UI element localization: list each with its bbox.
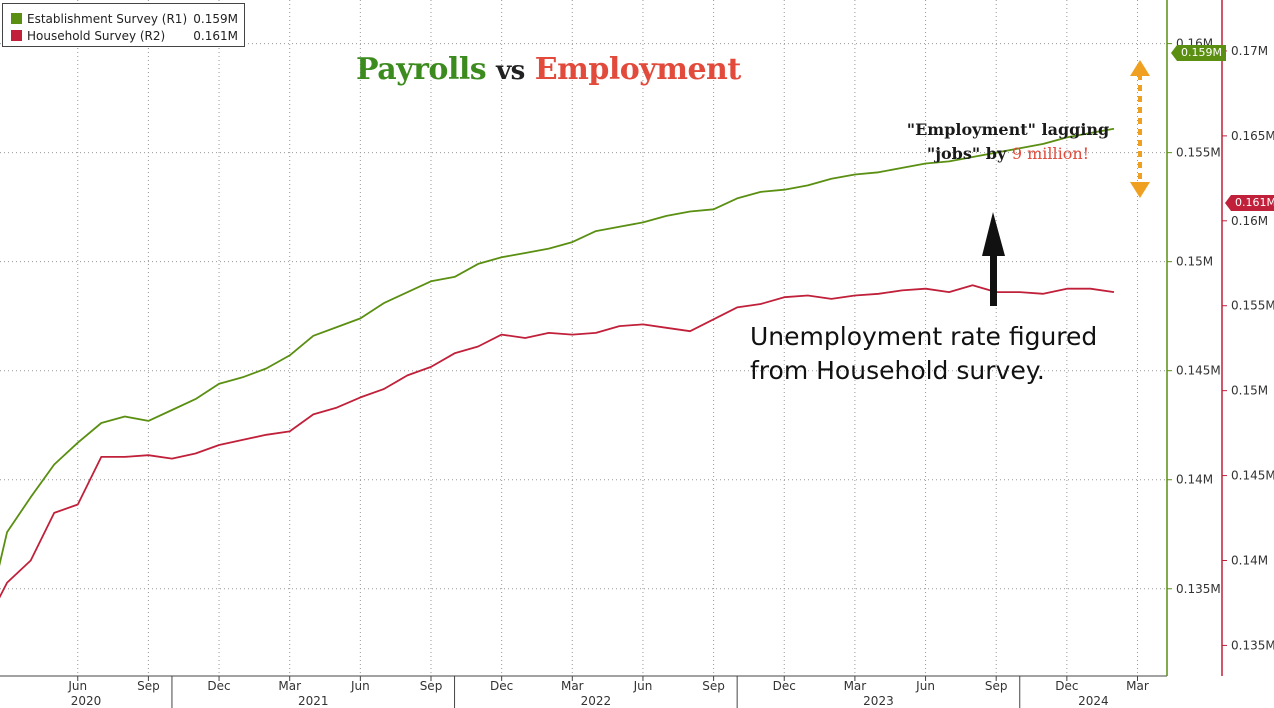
last-value-tag-r1: 0.159M bbox=[1171, 45, 1226, 61]
x-tick-label: Sep bbox=[985, 679, 1008, 693]
x-tick-label: Jun bbox=[915, 679, 935, 693]
x-tick-label: Dec bbox=[490, 679, 513, 693]
y-r2-tick-label: 0.145M bbox=[1231, 469, 1274, 483]
annotation-arrows bbox=[982, 60, 1150, 306]
y-r1-tick-label: 0.135M bbox=[1176, 582, 1221, 596]
x-tick-label: Sep bbox=[702, 679, 725, 693]
y-r1-tick-label: 0.155M bbox=[1176, 146, 1221, 160]
gap-arrow-down-head bbox=[1130, 182, 1150, 198]
gap-callout: "Employment" lagging "jobs" by 9 million… bbox=[892, 118, 1124, 166]
legend-swatch-red bbox=[11, 30, 22, 41]
x-tick-label: Jun bbox=[350, 679, 370, 693]
x-tick-label: Dec bbox=[773, 679, 796, 693]
title-vs: vs bbox=[496, 56, 525, 86]
x-tick-label: Jun bbox=[67, 679, 87, 693]
y-r1-tick-label: 0.145M bbox=[1176, 364, 1221, 378]
legend: Establishment Survey (R1) 0.159M Househo… bbox=[2, 3, 245, 47]
y-r1-tick-label: 0.15M bbox=[1176, 255, 1213, 269]
year-label: 2020 bbox=[71, 694, 102, 708]
y-r2-tick-label: 0.14M bbox=[1231, 554, 1268, 568]
year-label: 2024 bbox=[1078, 694, 1109, 708]
legend-label: Household Survey (R2) bbox=[27, 28, 166, 43]
x-tick-label: Mar bbox=[844, 679, 867, 693]
y-r2-tick-label: 0.16M bbox=[1231, 214, 1268, 228]
callout-highlight: 9 million! bbox=[1011, 144, 1090, 163]
x-tick-label: Dec bbox=[1055, 679, 1078, 693]
y-r2-tick-label: 0.15M bbox=[1231, 384, 1268, 398]
note-line-2: from Household survey. bbox=[750, 356, 1045, 385]
x-tick-label: Mar bbox=[1126, 679, 1149, 693]
callout-prefix: "jobs" by bbox=[926, 144, 1012, 163]
x-tick-label: Dec bbox=[207, 679, 230, 693]
x-tick-label: Sep bbox=[137, 679, 160, 693]
last-value-tag-r2: 0.161M bbox=[1225, 195, 1274, 211]
year-label: 2021 bbox=[298, 694, 329, 708]
x-tick-label: Sep bbox=[420, 679, 443, 693]
note-line-1: Unemployment rate figured bbox=[750, 322, 1098, 351]
legend-item-household: Household Survey (R2) 0.161M bbox=[11, 27, 238, 44]
black-arrow-head bbox=[982, 212, 1005, 256]
legend-item-establishment: Establishment Survey (R1) 0.159M bbox=[11, 10, 238, 27]
gap-arrow-up-head bbox=[1130, 60, 1150, 76]
legend-value: 0.159M bbox=[193, 11, 238, 26]
legend-value: 0.161M bbox=[193, 28, 238, 43]
y-r2-tick-label: 0.135M bbox=[1231, 638, 1274, 652]
chart-title: Payrolls vs Employment bbox=[356, 52, 741, 87]
legend-swatch-green bbox=[11, 13, 22, 24]
series-line-establishment bbox=[0, 127, 1115, 567]
grid bbox=[0, 0, 1167, 676]
year-label: 2023 bbox=[863, 694, 894, 708]
series-lines bbox=[0, 127, 1115, 599]
legend-label: Establishment Survey (R1) bbox=[27, 11, 188, 26]
year-label: 2022 bbox=[581, 694, 612, 708]
x-tick-label: Mar bbox=[561, 679, 584, 693]
x-tick-label: Jun bbox=[633, 679, 653, 693]
y-r2-tick-label: 0.17M bbox=[1231, 44, 1268, 58]
title-employment: Employment bbox=[534, 52, 741, 87]
series-line-household bbox=[0, 284, 1115, 599]
callout-line-1: "Employment" lagging bbox=[906, 120, 1110, 139]
unemployment-note: Unemployment rate figured from Household… bbox=[750, 320, 1097, 388]
title-payrolls: Payrolls bbox=[356, 52, 487, 87]
black-arrow-shaft bbox=[990, 252, 997, 306]
callout-line-2: "jobs" by 9 million! bbox=[892, 142, 1124, 166]
y-r2-tick-label: 0.155M bbox=[1231, 299, 1274, 313]
x-tick-label: Mar bbox=[278, 679, 301, 693]
y-r1-tick-label: 0.14M bbox=[1176, 473, 1213, 487]
y-r2-tick-label: 0.165M bbox=[1231, 129, 1274, 143]
